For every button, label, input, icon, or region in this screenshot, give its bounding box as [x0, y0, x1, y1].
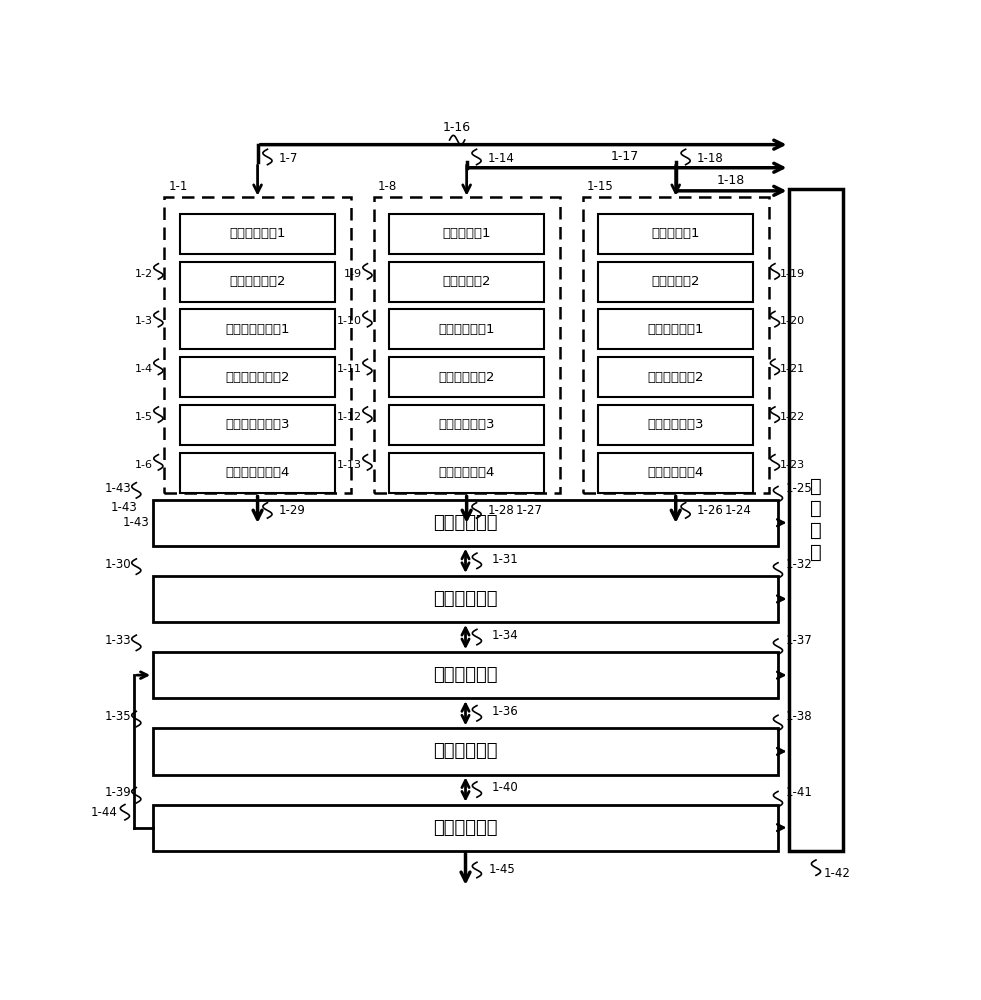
Text: 1-10: 1-10 [337, 316, 362, 326]
Text: 1-41: 1-41 [786, 786, 812, 799]
Text: 1-17: 1-17 [610, 150, 639, 163]
Text: 1-22: 1-22 [780, 412, 805, 422]
Text: 1-6: 1-6 [135, 460, 153, 470]
Text: 数据采集模块: 数据采集模块 [434, 590, 497, 608]
Bar [598, 357, 753, 397]
Text: 信号调理模块: 信号调理模块 [434, 514, 497, 532]
Text: 1-35: 1-35 [105, 710, 131, 723]
Bar [181, 357, 335, 397]
Bar [598, 405, 753, 445]
Bar [598, 214, 753, 254]
Bar [583, 197, 769, 493]
Bar [598, 262, 753, 302]
Text: 横法向陀螺仪3: 横法向陀螺仪3 [439, 418, 494, 431]
Bar [790, 189, 843, 851]
Bar [181, 214, 335, 254]
Text: 1-12: 1-12 [337, 412, 362, 422]
Bar [153, 500, 778, 546]
Bar [153, 576, 778, 622]
Text: 1-18: 1-18 [717, 174, 745, 187]
Text: 1-39: 1-39 [105, 786, 131, 799]
Text: 1-14: 1-14 [488, 152, 515, 165]
Bar [181, 453, 335, 493]
Text: 横法向磁强计4: 横法向磁强计4 [647, 466, 704, 479]
Text: 1-32: 1-32 [786, 558, 812, 571]
Text: 横法向加速度计1: 横法向加速度计1 [226, 323, 289, 336]
Text: 1-1: 1-1 [169, 180, 187, 193]
Text: 轴向加速度计2: 轴向加速度计2 [230, 275, 285, 288]
Text: 1-43: 1-43 [111, 501, 137, 514]
Bar [153, 652, 778, 698]
Text: 横法向磁强计3: 横法向磁强计3 [647, 418, 704, 431]
Text: 横法向加速度计3: 横法向加速度计3 [226, 418, 289, 431]
Text: 1-45: 1-45 [489, 863, 515, 876]
Text: 1-20: 1-20 [780, 316, 805, 326]
Bar [389, 357, 543, 397]
Text: 横法向陀螺仪1: 横法向陀螺仪1 [439, 323, 494, 336]
Text: 横法向磁强计2: 横法向磁强计2 [647, 371, 704, 384]
Bar [389, 262, 543, 302]
Text: 1-43: 1-43 [105, 482, 131, 495]
Bar [389, 309, 543, 349]
Text: 轴向磁强计1: 轴向磁强计1 [651, 227, 700, 240]
Text: 轴向陀螺仪1: 轴向陀螺仪1 [442, 227, 490, 240]
Text: 1-40: 1-40 [492, 781, 519, 794]
Text: 1-23: 1-23 [780, 460, 805, 470]
Bar [181, 309, 335, 349]
Text: 横法向加速度计2: 横法向加速度计2 [226, 371, 289, 384]
Text: 1-9: 1-9 [344, 269, 362, 279]
Bar [165, 197, 351, 493]
Text: 数据存储模块: 数据存储模块 [434, 742, 497, 760]
Text: 1-3: 1-3 [135, 316, 153, 326]
Bar [153, 728, 778, 774]
Text: 1-28: 1-28 [488, 504, 515, 517]
Bar [389, 405, 543, 445]
Text: 1-7: 1-7 [279, 152, 298, 165]
Bar [598, 453, 753, 493]
Text: 1-11: 1-11 [337, 364, 362, 374]
Bar [181, 262, 335, 302]
Bar [153, 805, 778, 851]
Text: 1-38: 1-38 [786, 710, 812, 723]
Text: 横法向陀螺仪2: 横法向陀螺仪2 [439, 371, 494, 384]
Bar [389, 453, 543, 493]
Text: 1-4: 1-4 [135, 364, 153, 374]
Text: 1-37: 1-37 [786, 634, 812, 647]
Text: 1-30: 1-30 [105, 558, 131, 571]
Text: 横法向磁强计1: 横法向磁强计1 [647, 323, 704, 336]
Text: 1-13: 1-13 [337, 460, 362, 470]
Text: 数据处理模块: 数据处理模块 [434, 666, 497, 684]
Text: 1-2: 1-2 [135, 269, 153, 279]
Text: 1-44: 1-44 [90, 806, 118, 819]
Text: 人机交互模块: 人机交互模块 [434, 819, 497, 837]
Text: 1-21: 1-21 [780, 364, 805, 374]
Text: 轴向磁强计2: 轴向磁强计2 [651, 275, 700, 288]
Text: 横法向陀螺仪4: 横法向陀螺仪4 [439, 466, 494, 479]
Text: 轴向加速度计1: 轴向加速度计1 [230, 227, 285, 240]
Text: 1-31: 1-31 [492, 553, 519, 566]
Text: 1-8: 1-8 [378, 180, 396, 193]
Text: 电
源
模
块: 电 源 模 块 [810, 477, 822, 562]
Text: 1-18: 1-18 [697, 152, 724, 165]
Text: 1-16: 1-16 [443, 121, 471, 134]
Text: 1-43: 1-43 [123, 516, 149, 529]
Text: 1-33: 1-33 [105, 634, 131, 647]
Text: 1-34: 1-34 [492, 629, 519, 642]
Text: 轴向陀螺仪2: 轴向陀螺仪2 [442, 275, 490, 288]
Text: 1-42: 1-42 [824, 867, 851, 880]
Bar [598, 309, 753, 349]
Text: 1-25: 1-25 [786, 482, 812, 495]
Text: 1-24: 1-24 [725, 504, 752, 517]
Text: 1-5: 1-5 [135, 412, 153, 422]
Text: 1-36: 1-36 [492, 705, 519, 718]
Text: 1-27: 1-27 [516, 504, 542, 517]
Text: 1-29: 1-29 [279, 504, 306, 517]
Bar [389, 214, 543, 254]
Bar [374, 197, 560, 493]
Text: 1-26: 1-26 [697, 504, 724, 517]
Text: 横法向加速度计4: 横法向加速度计4 [226, 466, 289, 479]
Bar [181, 405, 335, 445]
Text: 1-19: 1-19 [780, 269, 805, 279]
Text: 1-15: 1-15 [587, 180, 613, 193]
